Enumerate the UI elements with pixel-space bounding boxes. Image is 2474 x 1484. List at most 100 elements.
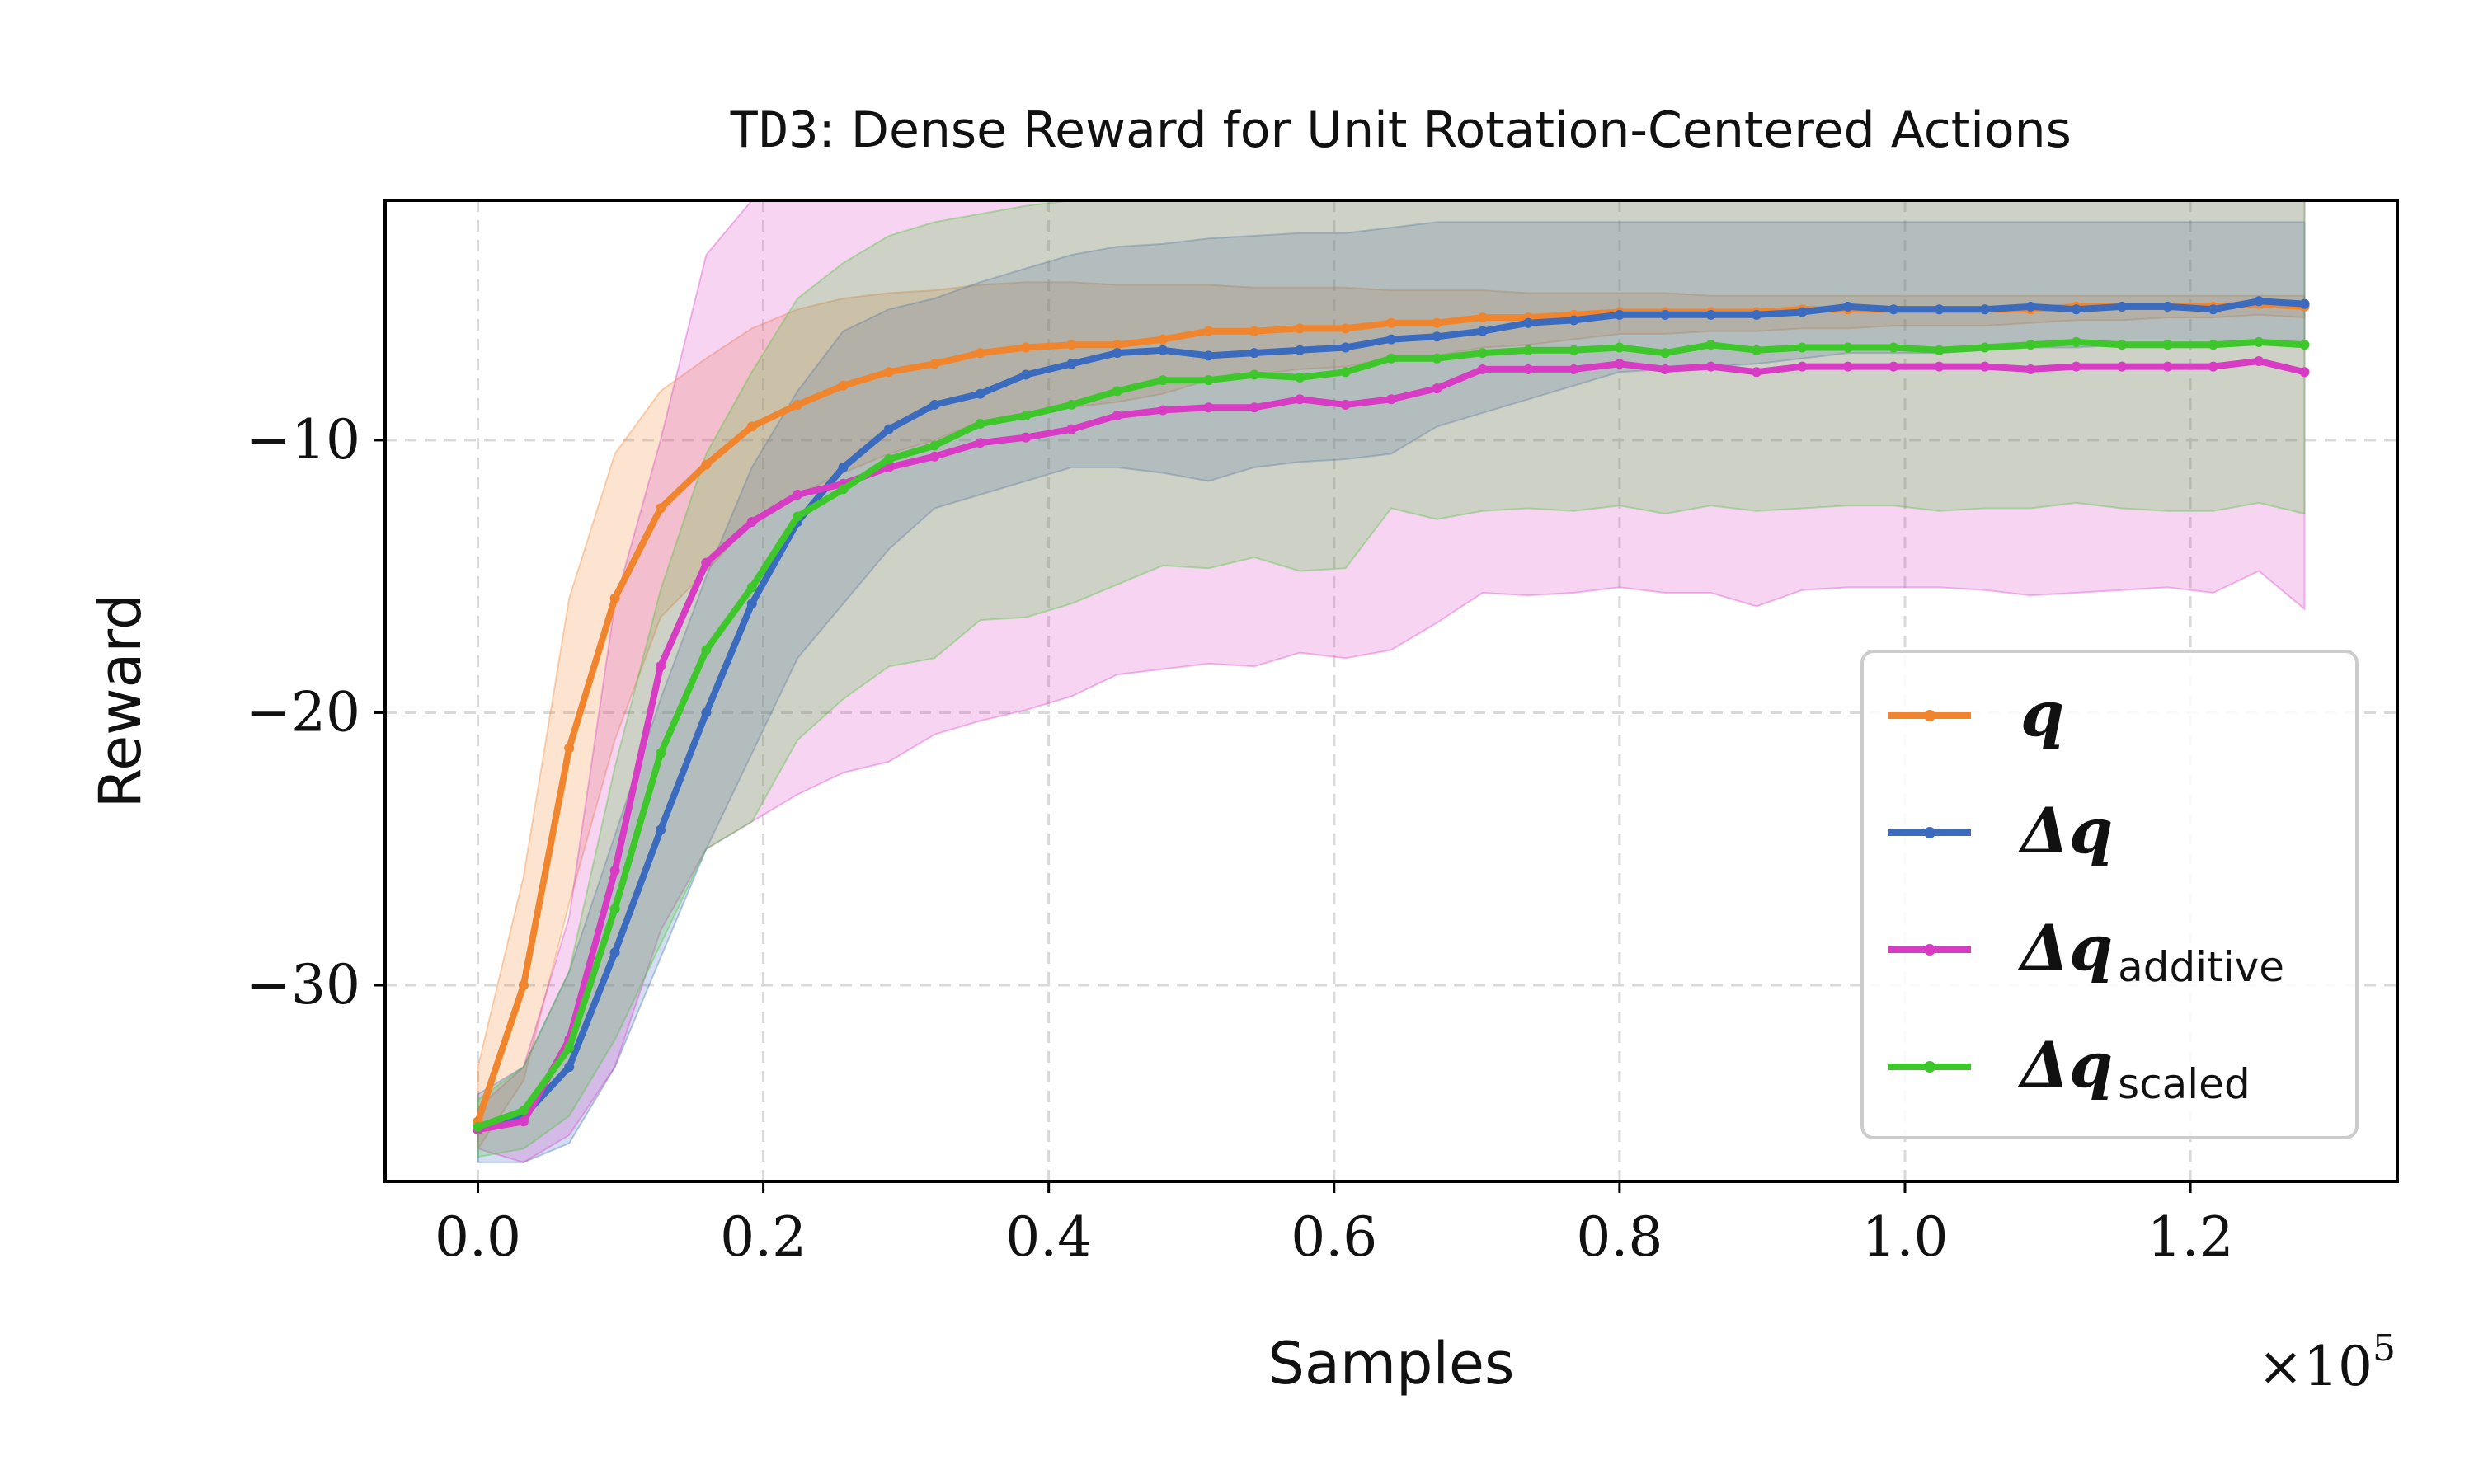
data-point	[1249, 402, 1259, 413]
data-point	[1112, 340, 1122, 350]
data-point	[1295, 394, 1305, 405]
data-point	[975, 438, 985, 448]
data-point	[975, 419, 985, 430]
data-point	[929, 440, 940, 451]
data-point	[1660, 309, 1671, 320]
data-point	[701, 459, 712, 470]
data-point	[1752, 345, 1762, 355]
x-axis-ticks: 0.0 0.2 0.4 0.6 0.8 1.0 1.2	[435, 1181, 2234, 1269]
data-point	[1203, 350, 1214, 361]
data-point	[2117, 301, 2128, 312]
data-point	[701, 557, 712, 568]
legend-label: Δq additive	[2017, 911, 2284, 991]
data-point	[1797, 342, 1808, 353]
data-point	[2208, 361, 2218, 372]
data-point	[1249, 348, 1259, 359]
data-point	[1020, 342, 1031, 353]
data-point	[1020, 369, 1031, 380]
confidence-band-3	[477, 200, 2306, 1158]
data-point	[1112, 411, 1122, 421]
data-point	[1020, 411, 1031, 421]
x-axis-label: Samples	[1268, 1330, 1515, 1397]
data-point	[1295, 345, 1305, 355]
data-point	[518, 1106, 529, 1116]
data-point	[518, 1116, 529, 1127]
legend-item: Δq	[1888, 794, 2113, 867]
y-tick-label: −10	[246, 408, 360, 472]
data-point	[746, 582, 757, 593]
data-point	[1432, 317, 1442, 328]
legend: q Δq Δq additive Δq scaled	[1860, 650, 2359, 1139]
data-point	[1842, 361, 1853, 372]
data-point	[2254, 296, 2265, 307]
data-point	[1432, 353, 1442, 364]
data-point	[609, 904, 620, 914]
data-point	[2254, 356, 2265, 367]
data-point	[1797, 361, 1808, 372]
data-point	[1569, 364, 1579, 374]
data-point	[1705, 361, 1716, 372]
data-point	[473, 1121, 483, 1132]
data-point	[746, 517, 757, 528]
y-tick-label: −30	[246, 953, 360, 1017]
data-point	[564, 1062, 575, 1073]
data-point	[1066, 399, 1077, 410]
data-point	[793, 511, 803, 522]
data-point	[1842, 342, 1853, 353]
legend-item: q	[1888, 677, 2064, 750]
data-point	[2162, 301, 2173, 312]
data-point	[1158, 345, 1169, 355]
data-point	[2162, 340, 2173, 350]
data-point	[1249, 326, 1259, 336]
legend-label: q	[2020, 677, 2064, 750]
data-point	[1112, 348, 1122, 359]
data-point	[1979, 342, 1990, 353]
data-point	[1523, 364, 1534, 374]
x-tick-label: 0.4	[1005, 1205, 1092, 1269]
data-point	[2254, 336, 2265, 347]
data-point	[1979, 361, 1990, 372]
data-point	[929, 399, 940, 410]
data-point	[1705, 309, 1716, 320]
legend-marker	[1924, 944, 1935, 956]
legend-item: Δq scaled	[1888, 1028, 2251, 1108]
x-tick-label: 0.6	[1291, 1205, 1377, 1269]
data-point	[1979, 304, 1990, 315]
data-point	[1477, 326, 1488, 336]
data-point	[1066, 340, 1077, 350]
data-point	[1842, 301, 1853, 312]
data-point	[746, 599, 757, 609]
data-point	[655, 824, 666, 835]
data-point	[701, 707, 712, 718]
data-point	[1752, 367, 1762, 378]
data-point	[1660, 348, 1671, 359]
data-point	[1752, 309, 1762, 320]
y-axis-label: Reward	[87, 594, 154, 809]
legend-label: Δq scaled	[2017, 1028, 2251, 1108]
data-point	[701, 645, 712, 655]
data-point	[1203, 402, 1214, 413]
x-tick-label: 1.0	[1861, 1205, 1948, 1269]
data-point	[1934, 345, 1945, 355]
data-point	[1888, 304, 1899, 315]
data-point	[2071, 361, 2081, 372]
data-point	[1295, 323, 1305, 334]
data-point	[1249, 369, 1259, 380]
data-point	[1340, 367, 1351, 378]
data-point	[2025, 340, 2036, 350]
data-point	[1158, 334, 1169, 345]
chart-title: TD3: Dense Reward for Unit Rotation-Cent…	[729, 101, 2072, 159]
data-point	[1477, 312, 1488, 323]
x-tick-label: 0.2	[720, 1205, 807, 1269]
series-lines	[473, 296, 2310, 1135]
data-point	[1386, 353, 1396, 364]
data-point	[1705, 340, 1716, 350]
legend-marker	[1924, 710, 1935, 721]
data-point	[609, 866, 620, 876]
data-point	[1020, 432, 1031, 443]
data-point	[2162, 361, 2173, 372]
data-point	[1477, 364, 1488, 374]
data-point	[2025, 301, 2036, 312]
data-point	[1066, 424, 1077, 434]
